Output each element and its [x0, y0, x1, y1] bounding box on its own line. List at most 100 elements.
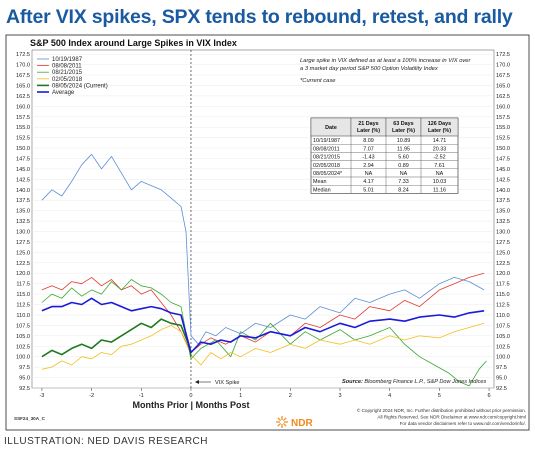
legend-label: Average	[52, 90, 75, 96]
chart-title: S&P 500 Index around Large Spikes in VIX…	[30, 38, 237, 48]
table-cell-text: Median	[313, 187, 331, 193]
y-tick-label-right: 95.0	[496, 376, 507, 382]
note-line: *Current case	[300, 78, 336, 84]
y-tick-label: 110.0	[16, 313, 30, 319]
x-tick-label: 0	[189, 393, 192, 399]
y-tick-label-right: 125.0	[496, 250, 510, 256]
y-tick-label: 105.0	[16, 334, 30, 340]
y-tick-label: 117.5	[16, 282, 30, 288]
y-tick-label-right: 100.0	[496, 355, 510, 361]
y-tick-label-right: 120.0	[496, 271, 510, 277]
table-cell-text: Mean	[313, 179, 327, 185]
table-header-text: Later (%)	[357, 128, 380, 134]
x-tick-label: 4	[388, 393, 391, 399]
chart: S&P 500 Index around Large Spikes in VIX…	[5, 34, 530, 431]
vix-spike-annotation: VIX Spike	[194, 380, 240, 386]
table-header-text: 63 Days	[393, 121, 413, 127]
y-tick-label-right: 137.5	[496, 198, 510, 204]
footer: SSF24_30A_C NDR © Copyright 2024 NDR, Inc.…	[14, 407, 526, 429]
logo-ray	[277, 417, 282, 422]
series-line	[41, 153, 485, 345]
table-cell-text: 10.03	[433, 179, 447, 185]
y-tick-label: 142.5	[16, 177, 30, 183]
y-axis-left: 172.5 170.0 167.5 165.0 162.5 160.0 157.5 155.0…	[16, 52, 30, 392]
y-tick-label: 120.0	[16, 271, 30, 277]
table-cell-text: 7.33	[398, 179, 409, 185]
x-tick-label: 5	[438, 393, 441, 399]
legend-label: 08/08/2011	[52, 64, 82, 70]
y-tick-label: 145.0	[16, 167, 30, 173]
y-tick-label: 172.5	[16, 52, 30, 58]
legend: 10/19/198708/08/201108/21/201502/05/2018…	[37, 57, 108, 96]
x-tick-label: 6	[487, 393, 490, 399]
y-tick-label-right: 97.5	[496, 365, 507, 371]
x-axis-label: Months Prior | Months Post	[132, 400, 249, 410]
y-tick-label: 112.5	[16, 303, 30, 309]
y-tick-label: 157.5	[16, 115, 30, 121]
y-tick-label: 167.5	[16, 73, 30, 79]
y-tick-label: 162.5	[16, 94, 30, 100]
y-tick-label: 130.0	[16, 230, 30, 236]
y-tick-label: 135.0	[16, 209, 30, 215]
series-line	[41, 318, 192, 358]
y-tick-label-right: 115.0	[496, 292, 510, 298]
y-tick-label-right: 157.5	[496, 115, 510, 121]
table-cell-text: 7.07	[363, 146, 374, 152]
logo-ray	[282, 417, 287, 422]
table-cell-text: 2.94	[363, 163, 374, 169]
copyright-line: © Copyright 2024 NDR, Inc. Further distr…	[357, 407, 526, 413]
y-tick-label-right: 167.5	[496, 73, 510, 79]
table-header-text: Later (%)	[428, 128, 451, 134]
table-cell-text: 5.01	[363, 187, 374, 193]
y-tick-label-right: 130.0	[496, 230, 510, 236]
logo-ray	[277, 422, 282, 427]
series-line	[41, 322, 485, 370]
y-tick-label: 122.5	[16, 261, 30, 267]
y-tick-label-right: 150.0	[496, 146, 510, 152]
y-tick-label-right: 102.5	[496, 344, 510, 350]
table-cell-text: NA	[436, 171, 444, 177]
image-credit: ILLUSTRATION: NED DAVIS RESEARCH	[4, 436, 208, 447]
table-cell-text: 11.16	[433, 187, 446, 193]
y-tick-label-right: 122.5	[496, 261, 510, 267]
legend-label: 08/05/2024 (Current)	[52, 83, 108, 89]
table-cell-text: 8.24	[398, 187, 409, 193]
table-cell-text: 7.61	[434, 163, 445, 169]
series-line	[41, 297, 485, 354]
y-tick-label: 147.5	[16, 156, 30, 162]
x-axis: -3 -2 -1 0 1 2 3 4 5 6	[39, 388, 491, 399]
table-cell-text: 10.89	[397, 138, 411, 144]
y-tick-label-right: 105.0	[496, 334, 510, 340]
source-text: Source: Bloomberg Finance L.P., S&P Dow …	[342, 379, 486, 385]
table-cell-text: -1.43	[362, 155, 374, 161]
table-cell-text: 08/05/2024*	[313, 171, 343, 177]
y-axis-right: 172.5 170.0 167.5 165.0 162.5 160.0 157.5 155.0…	[496, 52, 510, 392]
y-tick-label-right: 142.5	[496, 177, 510, 183]
legend-label: 02/05/2018	[52, 77, 83, 83]
x-tick-label: -3	[39, 393, 44, 399]
table-header-text: 126 Days	[428, 121, 451, 127]
y-tick-label: 150.0	[16, 146, 30, 152]
y-tick-label-right: 117.5	[496, 282, 510, 288]
note-line: a 3 market day period S&P 500 Option Vol…	[300, 66, 439, 72]
y-tick-label-right: 92.5	[496, 386, 507, 392]
y-tick-label: 152.5	[16, 136, 30, 142]
table-cell-text: 20.33	[433, 146, 447, 152]
y-tick-label: 107.5	[16, 323, 30, 329]
table-cell-text: NA	[400, 171, 408, 177]
source-note: Source: Bloomberg Finance L.P., S&P Dow …	[342, 379, 486, 385]
y-tick-label-right: 145.0	[496, 167, 510, 173]
table-cell-text: 11.95	[397, 146, 410, 152]
x-tick-label: 1	[239, 393, 242, 399]
table-header-text: 21 Days	[358, 121, 378, 127]
y-tick-label: 102.5	[16, 344, 30, 350]
y-tick-label-right: 152.5	[496, 136, 510, 142]
table-cell-text: 02/05/2018	[313, 163, 340, 169]
y-tick-label-right: 170.0	[496, 63, 510, 69]
y-tick-label: 115.0	[16, 292, 30, 298]
x-tick-label: 2	[289, 393, 292, 399]
table-cell-text: 08/08/2011	[313, 146, 340, 152]
table-cell-text: 4.17	[363, 179, 374, 185]
y-tick-label: 132.5	[16, 219, 30, 225]
